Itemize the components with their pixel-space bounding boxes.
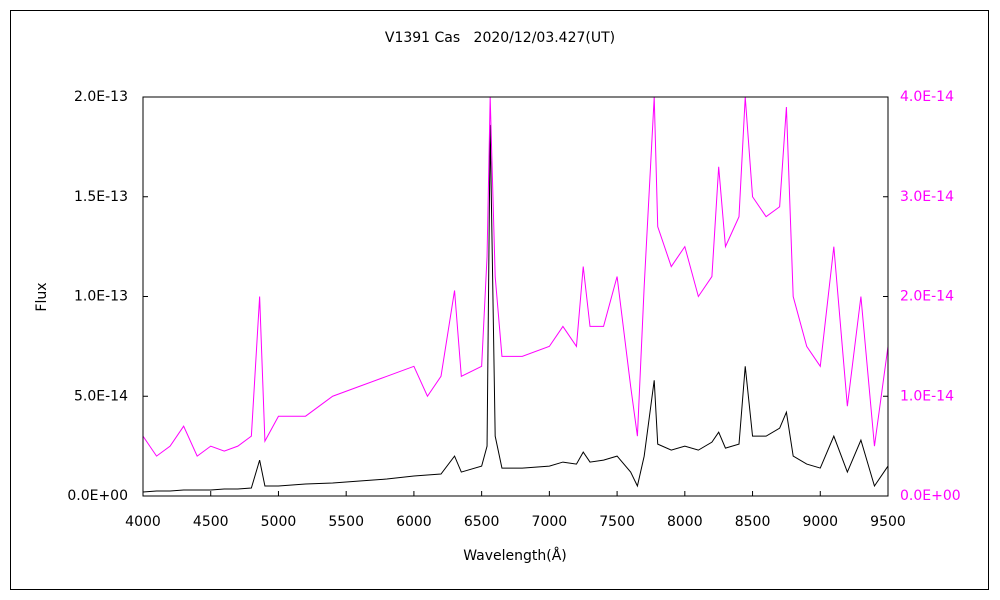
y-tick-label: 5.0E-14 [74,388,128,404]
x-tick-label: 4000 [125,514,161,530]
chart-title: V1391 Cas 2020/12/03.427(UT) [385,30,615,46]
y2-tick-label: 1.0E-14 [900,388,954,404]
y2-tick-label: 4.0E-14 [900,89,954,105]
y-tick-label: 1.0E-13 [74,289,128,305]
x-tick-label: 5500 [328,514,364,530]
x-tick-label: 9000 [802,514,838,530]
x-tick-label: 6500 [464,514,500,530]
y2-tick-label: 3.0E-14 [900,189,954,205]
x-tick-label: 8000 [667,514,703,530]
y-axis-label: Flux [34,282,50,311]
x-tick-label: 6000 [396,514,432,530]
y-tick-label: 2.0E-13 [74,89,128,105]
y-tick-label: 0.0E+00 [67,488,128,504]
spectrum-line [143,97,888,457]
x-tick-label: 7000 [532,514,568,530]
x-axis-label: Wavelength(Å) [463,547,567,564]
y2-tick-label: 0.0E+00 [900,488,961,504]
y-tick-label: 1.5E-13 [74,189,128,205]
x-tick-label: 5000 [261,514,297,530]
frame [10,10,989,590]
x-tick-label: 8500 [735,514,771,530]
spectrum-line [143,124,888,493]
x-tick-label: 4500 [193,514,229,530]
y2-tick-label: 2.0E-14 [900,289,954,305]
x-tick-label: 7500 [599,514,635,530]
x-tick-label: 9500 [870,514,906,530]
